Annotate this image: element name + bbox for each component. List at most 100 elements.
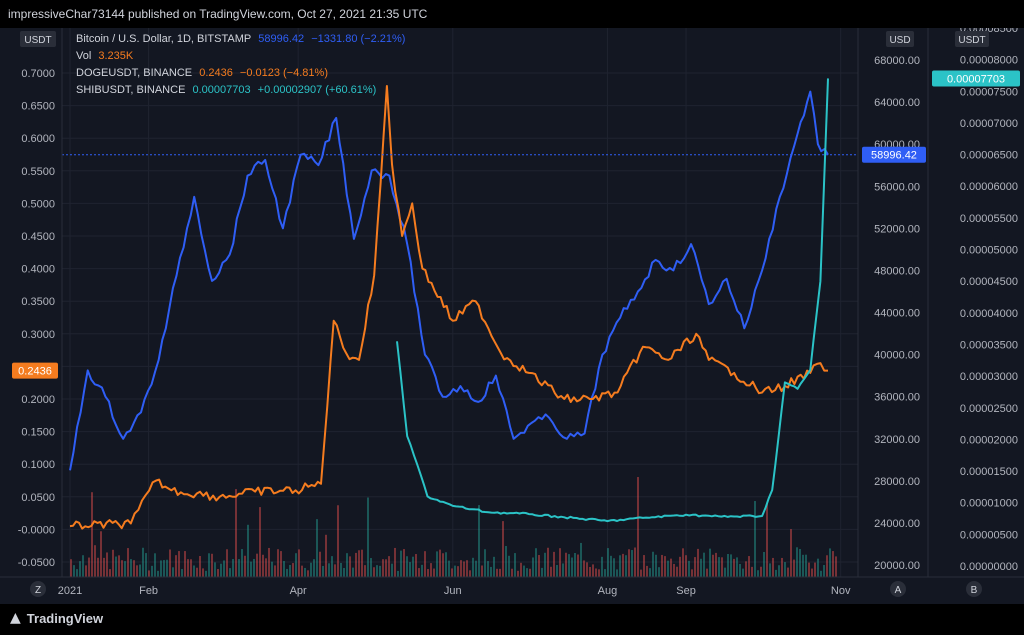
volume-bar	[409, 562, 411, 577]
mid-axis-tick-label: 56000.00	[874, 181, 920, 193]
legend-doge-change: −0.0123 (−4.81%)	[239, 67, 328, 79]
volume-bar	[262, 554, 264, 577]
time-axis-tick-label: Sep	[676, 585, 696, 597]
mid-axis-tick-label: 48000.00	[874, 265, 920, 277]
volume-bar	[769, 563, 771, 577]
volume-bar	[724, 567, 726, 577]
volume-bar	[109, 569, 111, 577]
chart-canvas[interactable]: 0.7000 0.6500 0.6000 0.5500 0.5000 0.4500 0.40…	[0, 28, 1024, 604]
volume-bar	[634, 547, 636, 577]
volume-bar	[421, 564, 423, 577]
volume-bar	[508, 555, 510, 577]
volume-bar	[154, 553, 156, 577]
right-axis-tick-label: 0.00006000	[960, 181, 1018, 193]
series-line-shib[interactable]	[396, 78, 829, 523]
volume-bar	[742, 568, 744, 577]
volume-bar	[799, 549, 801, 577]
volume-bar	[655, 554, 657, 577]
price-lines	[62, 78, 858, 530]
volume-bar	[571, 557, 573, 577]
volume-bar	[790, 529, 792, 577]
legend-vol-name: Vol	[76, 50, 92, 62]
legend-btc[interactable]: Bitcoin / U.S. Dollar, 1D, BITSTAMP 5899…	[76, 33, 409, 45]
volume-bar	[283, 560, 285, 577]
volume-bar	[760, 566, 762, 577]
volume-bar	[481, 565, 483, 577]
legend-vol-value: 3.235K	[98, 50, 134, 62]
volume-bar	[343, 568, 345, 577]
volume-bar	[148, 570, 150, 577]
mid-unit-badge[interactable]: USD	[889, 35, 910, 46]
volume-bar	[670, 558, 672, 577]
volume-bar	[337, 505, 339, 577]
volume-bar	[94, 545, 96, 577]
volume-bar	[613, 558, 615, 577]
volume-bar	[667, 560, 669, 577]
volume-bar	[706, 568, 708, 577]
tradingview-logo[interactable]: ▲ TradingView	[10, 610, 103, 626]
volume-bar	[322, 565, 324, 577]
volume-bar	[169, 549, 171, 577]
volume-bar	[112, 549, 114, 577]
legend-vol[interactable]: Vol 3.235K	[76, 50, 137, 62]
legend-shib[interactable]: SHIBUSDT, BINANCE 0.00007703 +0.00002907…	[76, 84, 380, 96]
volume-bar	[166, 559, 168, 577]
volume-bar	[637, 477, 639, 577]
volume-bar	[361, 549, 363, 577]
volume-bar	[316, 519, 318, 577]
right-axis-tick-label: 0.00005500	[960, 213, 1018, 225]
shib-price-tag[interactable]: 0.00007703	[947, 73, 1005, 85]
volume-bar	[460, 560, 462, 577]
volume-bar	[697, 548, 699, 577]
volume-bar	[478, 505, 480, 577]
volume-bar	[820, 570, 822, 577]
volume-bar	[424, 551, 426, 577]
a-button[interactable]: A	[895, 585, 902, 596]
btc-price-tag[interactable]: 58996.42	[871, 150, 917, 162]
volume-bar	[745, 561, 747, 577]
volume-bar	[550, 566, 552, 577]
doge-price-tag[interactable]: 0.2436	[18, 366, 52, 378]
z-button[interactable]: Z	[35, 585, 41, 596]
b-button[interactable]: B	[971, 585, 978, 596]
series-line-btc[interactable]	[69, 90, 829, 471]
volume-bar	[250, 561, 252, 577]
legend-btc-price: 58996.42	[258, 33, 305, 45]
volume-bar	[691, 569, 693, 577]
volume-bar	[124, 561, 126, 577]
volume-bar	[835, 556, 837, 577]
volume-bar	[535, 548, 537, 577]
volume-bar	[310, 562, 312, 577]
volume-bar	[553, 551, 555, 577]
volume-bar	[685, 555, 687, 577]
series-line-doge[interactable]	[69, 85, 828, 530]
volume-bar	[808, 562, 810, 577]
volume-bar	[160, 560, 162, 577]
volume-bar	[562, 563, 564, 577]
volume-bar	[79, 561, 81, 577]
volume-bar	[397, 570, 399, 577]
volume-bar	[514, 553, 516, 577]
volume-bar	[532, 557, 534, 577]
volume-bar	[736, 557, 738, 577]
volume-bar	[640, 569, 642, 577]
doge-price-tag-bg	[12, 362, 58, 379]
right-unit-badge[interactable]: USDT	[958, 35, 985, 46]
right-axis-tick-label: 0.00000500	[960, 529, 1018, 541]
tradingview-brand: TradingView	[26, 610, 104, 626]
volume-bar	[73, 565, 75, 577]
volume-bar	[802, 554, 804, 577]
mid-axis-tick-label: 68000.00	[874, 55, 920, 67]
volume-bar	[658, 567, 660, 577]
volume-bar	[565, 552, 567, 577]
left-unit-badge[interactable]: USDT	[24, 35, 51, 46]
volume-bar	[271, 561, 273, 577]
volume-bar	[178, 551, 180, 577]
legend-doge[interactable]: DOGEUSDT, BINANCE 0.2436 −0.0123 (−4.81%…	[76, 67, 332, 79]
volume-bar	[775, 569, 777, 577]
volume-bar	[709, 548, 711, 577]
volume-bar	[772, 557, 774, 577]
volume-bar	[205, 570, 207, 577]
volume-bar	[82, 555, 84, 577]
volume-bar	[457, 566, 459, 577]
